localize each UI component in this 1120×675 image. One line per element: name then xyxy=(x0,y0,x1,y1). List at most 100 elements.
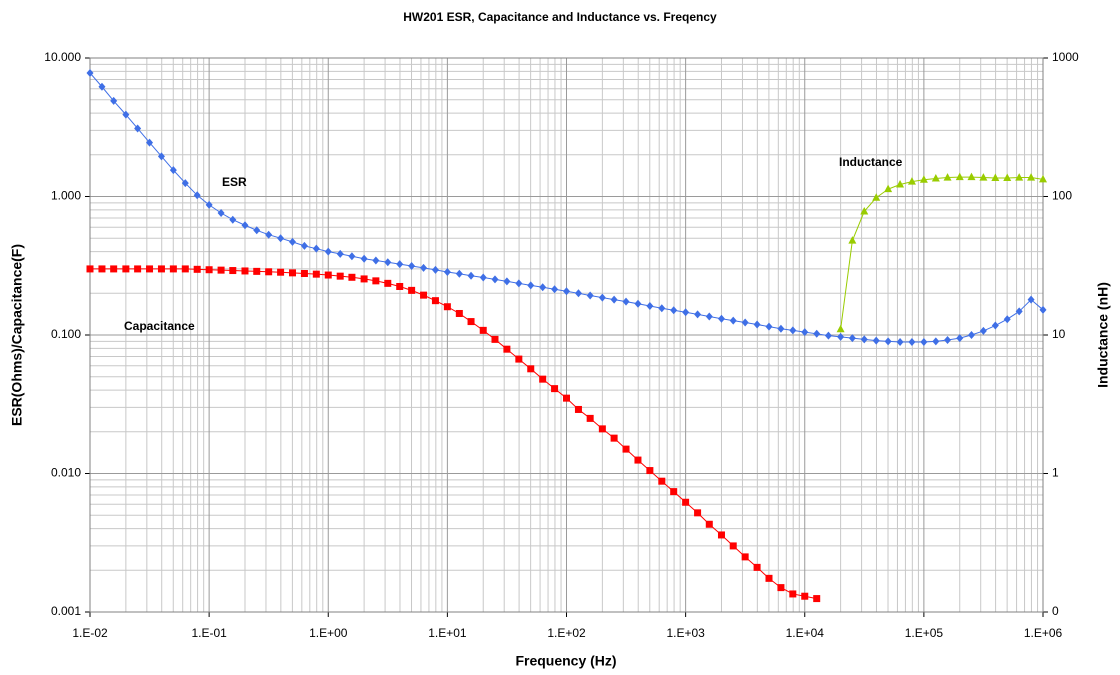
marker xyxy=(86,68,94,77)
marker xyxy=(122,110,130,119)
x-tick-label: 1.E+02 xyxy=(547,626,586,640)
marker xyxy=(86,265,94,273)
marker xyxy=(979,326,987,335)
marker xyxy=(384,258,392,267)
marker xyxy=(205,200,213,209)
marker xyxy=(765,322,773,331)
marker xyxy=(455,269,463,278)
plot-marks xyxy=(86,68,1047,603)
marker xyxy=(884,337,892,346)
annotation: Capacitance xyxy=(124,319,195,333)
annotation: ESR xyxy=(222,175,247,189)
marker xyxy=(110,265,118,273)
y-tick-label: 1.000 xyxy=(51,189,81,203)
marker xyxy=(765,574,773,582)
marker xyxy=(1027,295,1035,304)
annotation: Inductance xyxy=(839,155,903,169)
marker xyxy=(837,332,845,341)
x-tick-label: 1.E+03 xyxy=(666,626,705,640)
marker xyxy=(860,206,869,215)
marker xyxy=(848,236,857,244)
marker xyxy=(396,260,404,269)
marker xyxy=(420,263,428,272)
marker xyxy=(277,268,285,276)
marker xyxy=(670,306,678,315)
marker xyxy=(813,329,821,338)
marker xyxy=(348,252,356,261)
marker xyxy=(443,303,451,311)
marker xyxy=(836,324,845,333)
marker xyxy=(741,553,749,561)
marker xyxy=(682,308,690,317)
marker xyxy=(694,509,702,517)
x-axis-title: Frequency (Hz) xyxy=(515,653,616,669)
marker xyxy=(408,261,416,270)
marker xyxy=(265,268,273,276)
marker xyxy=(622,445,630,453)
marker xyxy=(110,96,118,105)
marker xyxy=(431,297,439,305)
marker xyxy=(1039,174,1047,183)
marker xyxy=(288,237,296,246)
marker xyxy=(563,287,570,296)
y-tick-label: 0.001 xyxy=(51,604,81,618)
marker xyxy=(372,256,380,265)
x-tick-label: 1.E+00 xyxy=(309,626,348,640)
marker xyxy=(729,542,737,550)
plot-frame xyxy=(89,57,1044,613)
marker xyxy=(932,337,940,346)
marker xyxy=(717,314,725,323)
series-line xyxy=(840,176,1044,330)
x-tick-label: 1.E-01 xyxy=(191,626,227,640)
marker xyxy=(539,375,547,383)
marker xyxy=(288,269,296,277)
marker xyxy=(551,285,559,294)
marker xyxy=(646,467,654,475)
x-tick-label: 1.E-02 xyxy=(72,626,108,640)
marker xyxy=(813,595,821,603)
x-tick-label: 1.E+04 xyxy=(786,626,825,640)
marker xyxy=(967,172,976,181)
marker xyxy=(324,247,332,256)
marker xyxy=(98,82,106,91)
marker xyxy=(658,304,666,313)
marker xyxy=(515,355,523,363)
marker xyxy=(801,328,809,337)
marker xyxy=(157,265,165,273)
marker xyxy=(729,316,737,325)
y2-tick-label: 0 xyxy=(1052,604,1059,618)
marker xyxy=(265,230,273,239)
marker xyxy=(169,166,177,175)
marker xyxy=(944,336,952,345)
marker xyxy=(694,310,702,319)
marker xyxy=(420,291,428,299)
marker xyxy=(157,152,165,161)
marker xyxy=(479,326,487,334)
marker xyxy=(634,299,642,308)
marker xyxy=(169,265,177,273)
marker xyxy=(705,312,713,321)
marker xyxy=(300,241,308,250)
marker xyxy=(872,193,881,201)
marker xyxy=(408,286,416,294)
marker xyxy=(777,324,785,333)
marker xyxy=(574,289,582,298)
x-tick-label: 1.E+01 xyxy=(428,626,467,640)
marker xyxy=(658,477,666,485)
y-axis-title: ESR(Ohms)/Capacitance(F) xyxy=(9,244,25,426)
marker xyxy=(193,191,201,200)
marker xyxy=(907,177,916,185)
marker xyxy=(634,456,642,464)
marker xyxy=(241,267,249,275)
marker xyxy=(598,425,606,433)
marker xyxy=(753,563,761,571)
marker xyxy=(824,331,832,340)
marker xyxy=(360,275,368,283)
marker xyxy=(920,338,928,347)
marker xyxy=(241,221,249,230)
grid xyxy=(85,57,1048,617)
marker xyxy=(586,291,594,300)
y-tick-label: 0.100 xyxy=(51,327,81,341)
marker xyxy=(431,265,439,274)
